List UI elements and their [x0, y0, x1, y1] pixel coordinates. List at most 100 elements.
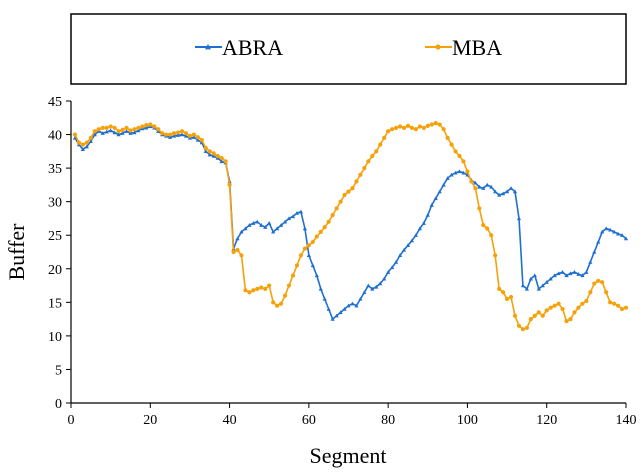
data-point-mba [358, 172, 363, 177]
data-point-abra [116, 132, 121, 137]
data-point-mba [76, 140, 82, 145]
data-point-abra [397, 253, 403, 258]
data-point-mba [608, 300, 613, 305]
data-point-mba [461, 159, 466, 164]
data-point-mba [298, 253, 304, 258]
data-point-mba [504, 296, 510, 302]
data-point-abra [516, 216, 522, 221]
data-point-abra [393, 259, 399, 264]
data-point-mba [286, 283, 292, 288]
legend-label-mba: MBA [452, 35, 502, 60]
series-line-mba [74, 122, 627, 331]
data-point-mba [580, 301, 585, 306]
data-point-abra [263, 225, 268, 229]
data-point-abra [191, 135, 196, 139]
data-point-abra [457, 169, 462, 174]
y-tick-label: 25 [48, 229, 62, 244]
data-point-mba [183, 131, 189, 136]
data-point-abra [239, 229, 244, 234]
data-point-abra [326, 306, 331, 311]
data-point-abra [588, 259, 593, 264]
data-point-mba [350, 186, 355, 191]
data-point-mba [191, 132, 196, 137]
data-point-abra [524, 286, 529, 291]
data-point-abra [306, 253, 311, 258]
data-point-abra [540, 283, 545, 288]
legend-label-abra: ABRA [222, 35, 283, 60]
data-point-abra [346, 303, 351, 308]
data-point-abra [243, 226, 248, 231]
data-point-abra [390, 265, 395, 270]
data-point-abra [259, 223, 264, 227]
data-point-mba [251, 288, 256, 293]
data-point-mba [80, 142, 85, 147]
data-point-abra [512, 189, 518, 194]
data-point-abra [568, 271, 573, 276]
data-point-mba [390, 127, 395, 132]
data-point-abra [136, 128, 141, 133]
data-point-abra [112, 130, 117, 135]
legend-marker-mba [435, 44, 441, 50]
data-point-abra [251, 221, 256, 225]
data-point-abra [378, 281, 383, 286]
data-point-mba [600, 280, 605, 285]
data-point-mba [409, 125, 415, 130]
data-point-abra [433, 196, 438, 200]
data-point-abra [330, 317, 335, 321]
data-point-mba [290, 273, 296, 278]
data-point-mba [92, 129, 97, 134]
data-point-mba [445, 135, 450, 141]
data-point-abra [108, 128, 113, 133]
x-tick-label: 60 [302, 413, 316, 428]
data-point-mba [271, 300, 276, 305]
data-point-mba [84, 140, 89, 145]
data-point-mba [124, 125, 129, 130]
data-point-mba [88, 135, 93, 141]
data-point-abra [92, 132, 97, 137]
data-point-mba [116, 129, 121, 134]
data-point-mba [211, 151, 216, 156]
data-point-mba [623, 305, 629, 310]
y-tick-label: 5 [55, 363, 62, 378]
data-point-abra [334, 313, 339, 318]
data-point-mba [179, 129, 185, 134]
y-tick-label: 45 [48, 95, 62, 110]
data-point-mba [195, 135, 200, 140]
data-point-abra [290, 214, 296, 219]
data-point-mba [397, 124, 403, 129]
data-point-mba [310, 239, 315, 245]
data-point-abra [489, 184, 494, 189]
data-point-abra [88, 139, 93, 143]
data-point-abra [271, 229, 276, 234]
data-point-mba [306, 243, 311, 248]
data-point-abra [552, 273, 557, 278]
data-point-abra [354, 303, 359, 308]
data-point-abra [493, 189, 498, 194]
data-point-mba [497, 286, 502, 292]
data-point-abra [350, 301, 355, 306]
data-point-abra [247, 223, 252, 227]
data-point-abra [120, 131, 125, 135]
data-point-mba [449, 142, 454, 147]
data-point-mba [346, 189, 351, 194]
data-point-abra [560, 270, 565, 274]
data-point-abra [405, 243, 411, 247]
y-tick-label: 15 [48, 296, 62, 311]
data-point-mba [604, 290, 609, 295]
data-point-mba [330, 212, 335, 218]
x-tick-label: 100 [457, 413, 478, 428]
data-point-mba [128, 128, 133, 133]
data-point-abra [310, 263, 315, 268]
data-point-mba [413, 127, 418, 132]
data-point-abra [580, 273, 585, 278]
data-point-mba [516, 323, 522, 328]
data-point-mba [501, 290, 506, 295]
data-point-mba [489, 233, 494, 238]
data-point-abra [481, 186, 486, 190]
axis-ticks: 0 5 10 15 20 25 30 35 40 45 0 20 40 60 80 100 120 140 [48, 95, 637, 428]
data-point-mba [279, 301, 284, 306]
data-point-abra [520, 283, 526, 288]
data-point-mba [540, 313, 545, 318]
data-point-mba [104, 125, 109, 130]
